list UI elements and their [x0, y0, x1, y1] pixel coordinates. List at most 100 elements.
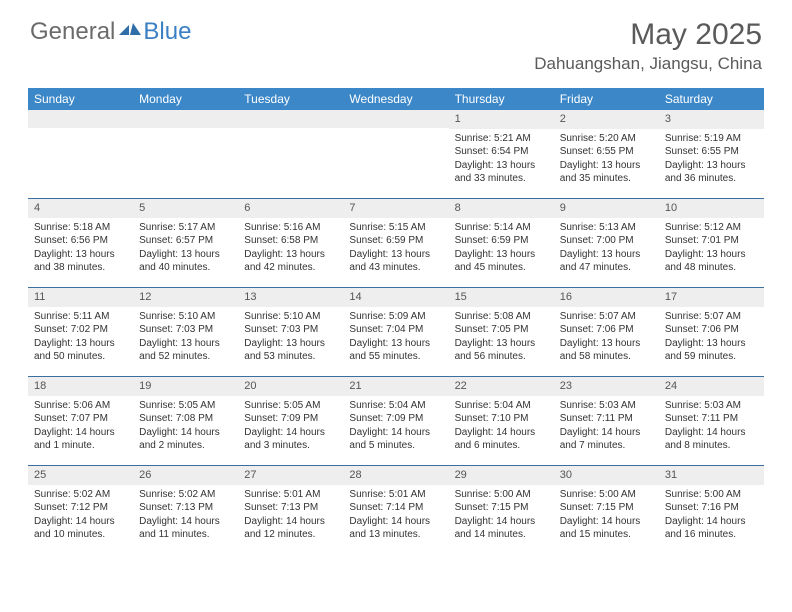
calendar-cell: 17Sunrise: 5:07 AMSunset: 7:06 PMDayligh…: [659, 288, 764, 376]
day-number: 9: [554, 199, 659, 218]
cell-body: Sunrise: 5:05 AMSunset: 7:09 PMDaylight:…: [238, 396, 343, 459]
sunset-text: Sunset: 7:02 PM: [34, 323, 127, 337]
day-number: 18: [28, 377, 133, 396]
dayname-saturday: Saturday: [659, 88, 764, 110]
daylight-text: Daylight: 13 hours and 36 minutes.: [665, 159, 758, 186]
daylight-text: Daylight: 13 hours and 43 minutes.: [349, 248, 442, 275]
daylight-text: Daylight: 14 hours and 6 minutes.: [455, 426, 548, 453]
cell-body: Sunrise: 5:15 AMSunset: 6:59 PMDaylight:…: [343, 218, 448, 281]
sunrise-text: Sunrise: 5:19 AM: [665, 132, 758, 146]
weeks-container: 1Sunrise: 5:21 AMSunset: 6:54 PMDaylight…: [28, 110, 764, 554]
sunset-text: Sunset: 7:13 PM: [139, 501, 232, 515]
sunset-text: Sunset: 6:58 PM: [244, 234, 337, 248]
sunset-text: Sunset: 7:11 PM: [665, 412, 758, 426]
sunrise-text: Sunrise: 5:16 AM: [244, 221, 337, 235]
daylight-text: Daylight: 13 hours and 56 minutes.: [455, 337, 548, 364]
sunrise-text: Sunrise: 5:04 AM: [349, 399, 442, 413]
sunset-text: Sunset: 7:11 PM: [560, 412, 653, 426]
sunrise-text: Sunrise: 5:10 AM: [139, 310, 232, 324]
sunrise-text: Sunrise: 5:08 AM: [455, 310, 548, 324]
calendar-cell: [238, 110, 343, 198]
calendar-cell: 23Sunrise: 5:03 AMSunset: 7:11 PMDayligh…: [554, 377, 659, 465]
sunset-text: Sunset: 7:15 PM: [455, 501, 548, 515]
daylight-text: Daylight: 14 hours and 7 minutes.: [560, 426, 653, 453]
calendar-cell: 9Sunrise: 5:13 AMSunset: 7:00 PMDaylight…: [554, 199, 659, 287]
day-number: [133, 110, 238, 128]
sunrise-text: Sunrise: 5:15 AM: [349, 221, 442, 235]
sunset-text: Sunset: 7:03 PM: [244, 323, 337, 337]
sunset-text: Sunset: 7:10 PM: [455, 412, 548, 426]
calendar-week: 1Sunrise: 5:21 AMSunset: 6:54 PMDaylight…: [28, 110, 764, 198]
cell-body: Sunrise: 5:08 AMSunset: 7:05 PMDaylight:…: [449, 307, 554, 370]
daylight-text: Daylight: 13 hours and 48 minutes.: [665, 248, 758, 275]
sunset-text: Sunset: 7:06 PM: [560, 323, 653, 337]
calendar-week: 11Sunrise: 5:11 AMSunset: 7:02 PMDayligh…: [28, 287, 764, 376]
sunset-text: Sunset: 7:12 PM: [34, 501, 127, 515]
brand-part2: Blue: [143, 18, 191, 46]
sunset-text: Sunset: 7:04 PM: [349, 323, 442, 337]
daylight-text: Daylight: 14 hours and 5 minutes.: [349, 426, 442, 453]
day-number: 13: [238, 288, 343, 307]
sunset-text: Sunset: 7:06 PM: [665, 323, 758, 337]
cell-body: [28, 128, 133, 137]
sunrise-text: Sunrise: 5:10 AM: [244, 310, 337, 324]
calendar-cell: [133, 110, 238, 198]
calendar-cell: 22Sunrise: 5:04 AMSunset: 7:10 PMDayligh…: [449, 377, 554, 465]
daylight-text: Daylight: 13 hours and 42 minutes.: [244, 248, 337, 275]
sunset-text: Sunset: 7:01 PM: [665, 234, 758, 248]
sunrise-text: Sunrise: 5:00 AM: [665, 488, 758, 502]
cell-body: [343, 128, 448, 137]
sunrise-text: Sunrise: 5:12 AM: [665, 221, 758, 235]
cell-body: Sunrise: 5:00 AMSunset: 7:15 PMDaylight:…: [554, 485, 659, 548]
calendar-cell: 24Sunrise: 5:03 AMSunset: 7:11 PMDayligh…: [659, 377, 764, 465]
calendar-cell: 28Sunrise: 5:01 AMSunset: 7:14 PMDayligh…: [343, 466, 448, 554]
calendar-week: 4Sunrise: 5:18 AMSunset: 6:56 PMDaylight…: [28, 198, 764, 287]
day-number: 10: [659, 199, 764, 218]
day-number: 31: [659, 466, 764, 485]
cell-body: Sunrise: 5:10 AMSunset: 7:03 PMDaylight:…: [133, 307, 238, 370]
dayname-sunday: Sunday: [28, 88, 133, 110]
sunset-text: Sunset: 7:08 PM: [139, 412, 232, 426]
day-number: 25: [28, 466, 133, 485]
day-number: 24: [659, 377, 764, 396]
calendar-cell: 4Sunrise: 5:18 AMSunset: 6:56 PMDaylight…: [28, 199, 133, 287]
daylight-text: Daylight: 13 hours and 35 minutes.: [560, 159, 653, 186]
day-number: 11: [28, 288, 133, 307]
daylight-text: Daylight: 13 hours and 53 minutes.: [244, 337, 337, 364]
location-subtitle: Dahuangshan, Jiangsu, China: [534, 54, 762, 74]
cell-body: Sunrise: 5:01 AMSunset: 7:13 PMDaylight:…: [238, 485, 343, 548]
sunrise-text: Sunrise: 5:20 AM: [560, 132, 653, 146]
calendar-cell: 2Sunrise: 5:20 AMSunset: 6:55 PMDaylight…: [554, 110, 659, 198]
brand-part1: General: [30, 18, 115, 46]
sunset-text: Sunset: 7:03 PM: [139, 323, 232, 337]
daylight-text: Daylight: 13 hours and 40 minutes.: [139, 248, 232, 275]
cell-body: Sunrise: 5:19 AMSunset: 6:55 PMDaylight:…: [659, 129, 764, 192]
day-number: [28, 110, 133, 128]
cell-body: Sunrise: 5:01 AMSunset: 7:14 PMDaylight:…: [343, 485, 448, 548]
daylight-text: Daylight: 14 hours and 10 minutes.: [34, 515, 127, 542]
cell-body: Sunrise: 5:00 AMSunset: 7:15 PMDaylight:…: [449, 485, 554, 548]
cell-body: Sunrise: 5:13 AMSunset: 7:00 PMDaylight:…: [554, 218, 659, 281]
day-number: 27: [238, 466, 343, 485]
sunset-text: Sunset: 7:15 PM: [560, 501, 653, 515]
daylight-text: Daylight: 14 hours and 15 minutes.: [560, 515, 653, 542]
day-number: 8: [449, 199, 554, 218]
day-number: 19: [133, 377, 238, 396]
cell-body: Sunrise: 5:07 AMSunset: 7:06 PMDaylight:…: [554, 307, 659, 370]
daylight-text: Daylight: 13 hours and 33 minutes.: [455, 159, 548, 186]
calendar-cell: 11Sunrise: 5:11 AMSunset: 7:02 PMDayligh…: [28, 288, 133, 376]
cell-body: Sunrise: 5:14 AMSunset: 6:59 PMDaylight:…: [449, 218, 554, 281]
calendar-cell: 18Sunrise: 5:06 AMSunset: 7:07 PMDayligh…: [28, 377, 133, 465]
sunrise-text: Sunrise: 5:01 AM: [349, 488, 442, 502]
sunset-text: Sunset: 7:09 PM: [349, 412, 442, 426]
dayname-wednesday: Wednesday: [343, 88, 448, 110]
sunset-text: Sunset: 6:55 PM: [560, 145, 653, 159]
cell-body: Sunrise: 5:02 AMSunset: 7:12 PMDaylight:…: [28, 485, 133, 548]
sunrise-text: Sunrise: 5:04 AM: [455, 399, 548, 413]
daylight-text: Daylight: 14 hours and 8 minutes.: [665, 426, 758, 453]
sunset-text: Sunset: 7:09 PM: [244, 412, 337, 426]
month-title: May 2025: [534, 18, 762, 52]
daylight-text: Daylight: 13 hours and 55 minutes.: [349, 337, 442, 364]
title-block: May 2025 Dahuangshan, Jiangsu, China: [534, 18, 762, 74]
calendar-week: 18Sunrise: 5:06 AMSunset: 7:07 PMDayligh…: [28, 376, 764, 465]
